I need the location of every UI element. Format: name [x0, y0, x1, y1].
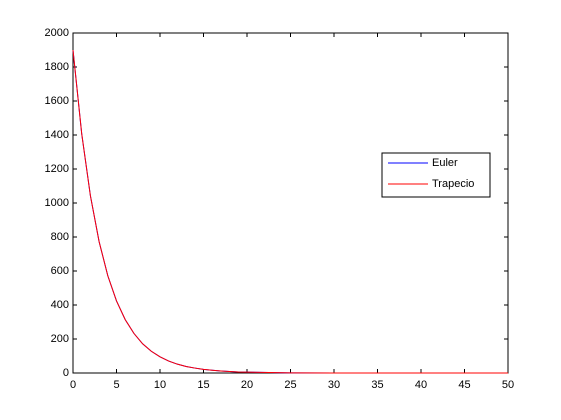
y-tick-label: 600: [51, 265, 69, 277]
y-tick-label: 400: [51, 299, 69, 311]
x-tick-label: 35: [371, 379, 383, 391]
x-tick-label: 10: [154, 379, 166, 391]
x-tick-label: 30: [328, 379, 340, 391]
y-tick-label: 200: [51, 333, 69, 345]
legend-box: [381, 152, 491, 198]
legend-label: Euler: [432, 157, 458, 169]
y-tick-label: 1600: [45, 95, 69, 107]
x-tick-label: 50: [502, 379, 514, 391]
x-tick-label: 45: [458, 379, 470, 391]
x-tick-label: 20: [241, 379, 253, 391]
y-tick-label: 1400: [45, 129, 69, 141]
y-tick-label: 1000: [45, 197, 69, 209]
x-tick-label: 40: [415, 379, 427, 391]
y-tick-label: 800: [51, 231, 69, 243]
legend: Euler Trapecio: [381, 152, 491, 198]
series-line: [72, 49, 508, 374]
x-tick-label: 15: [197, 379, 209, 391]
y-tick-label: 1200: [45, 163, 69, 175]
x-tick-label: 5: [113, 379, 119, 391]
x-tick-label: 0: [70, 379, 76, 391]
y-tick-label: 2000: [45, 27, 69, 39]
plot-area: [72, 32, 509, 374]
y-tick-label: 1800: [45, 61, 69, 73]
y-tick-label: 0: [63, 367, 69, 379]
legend-label: Trapecio: [432, 178, 474, 190]
x-tick-label: 25: [284, 379, 296, 391]
